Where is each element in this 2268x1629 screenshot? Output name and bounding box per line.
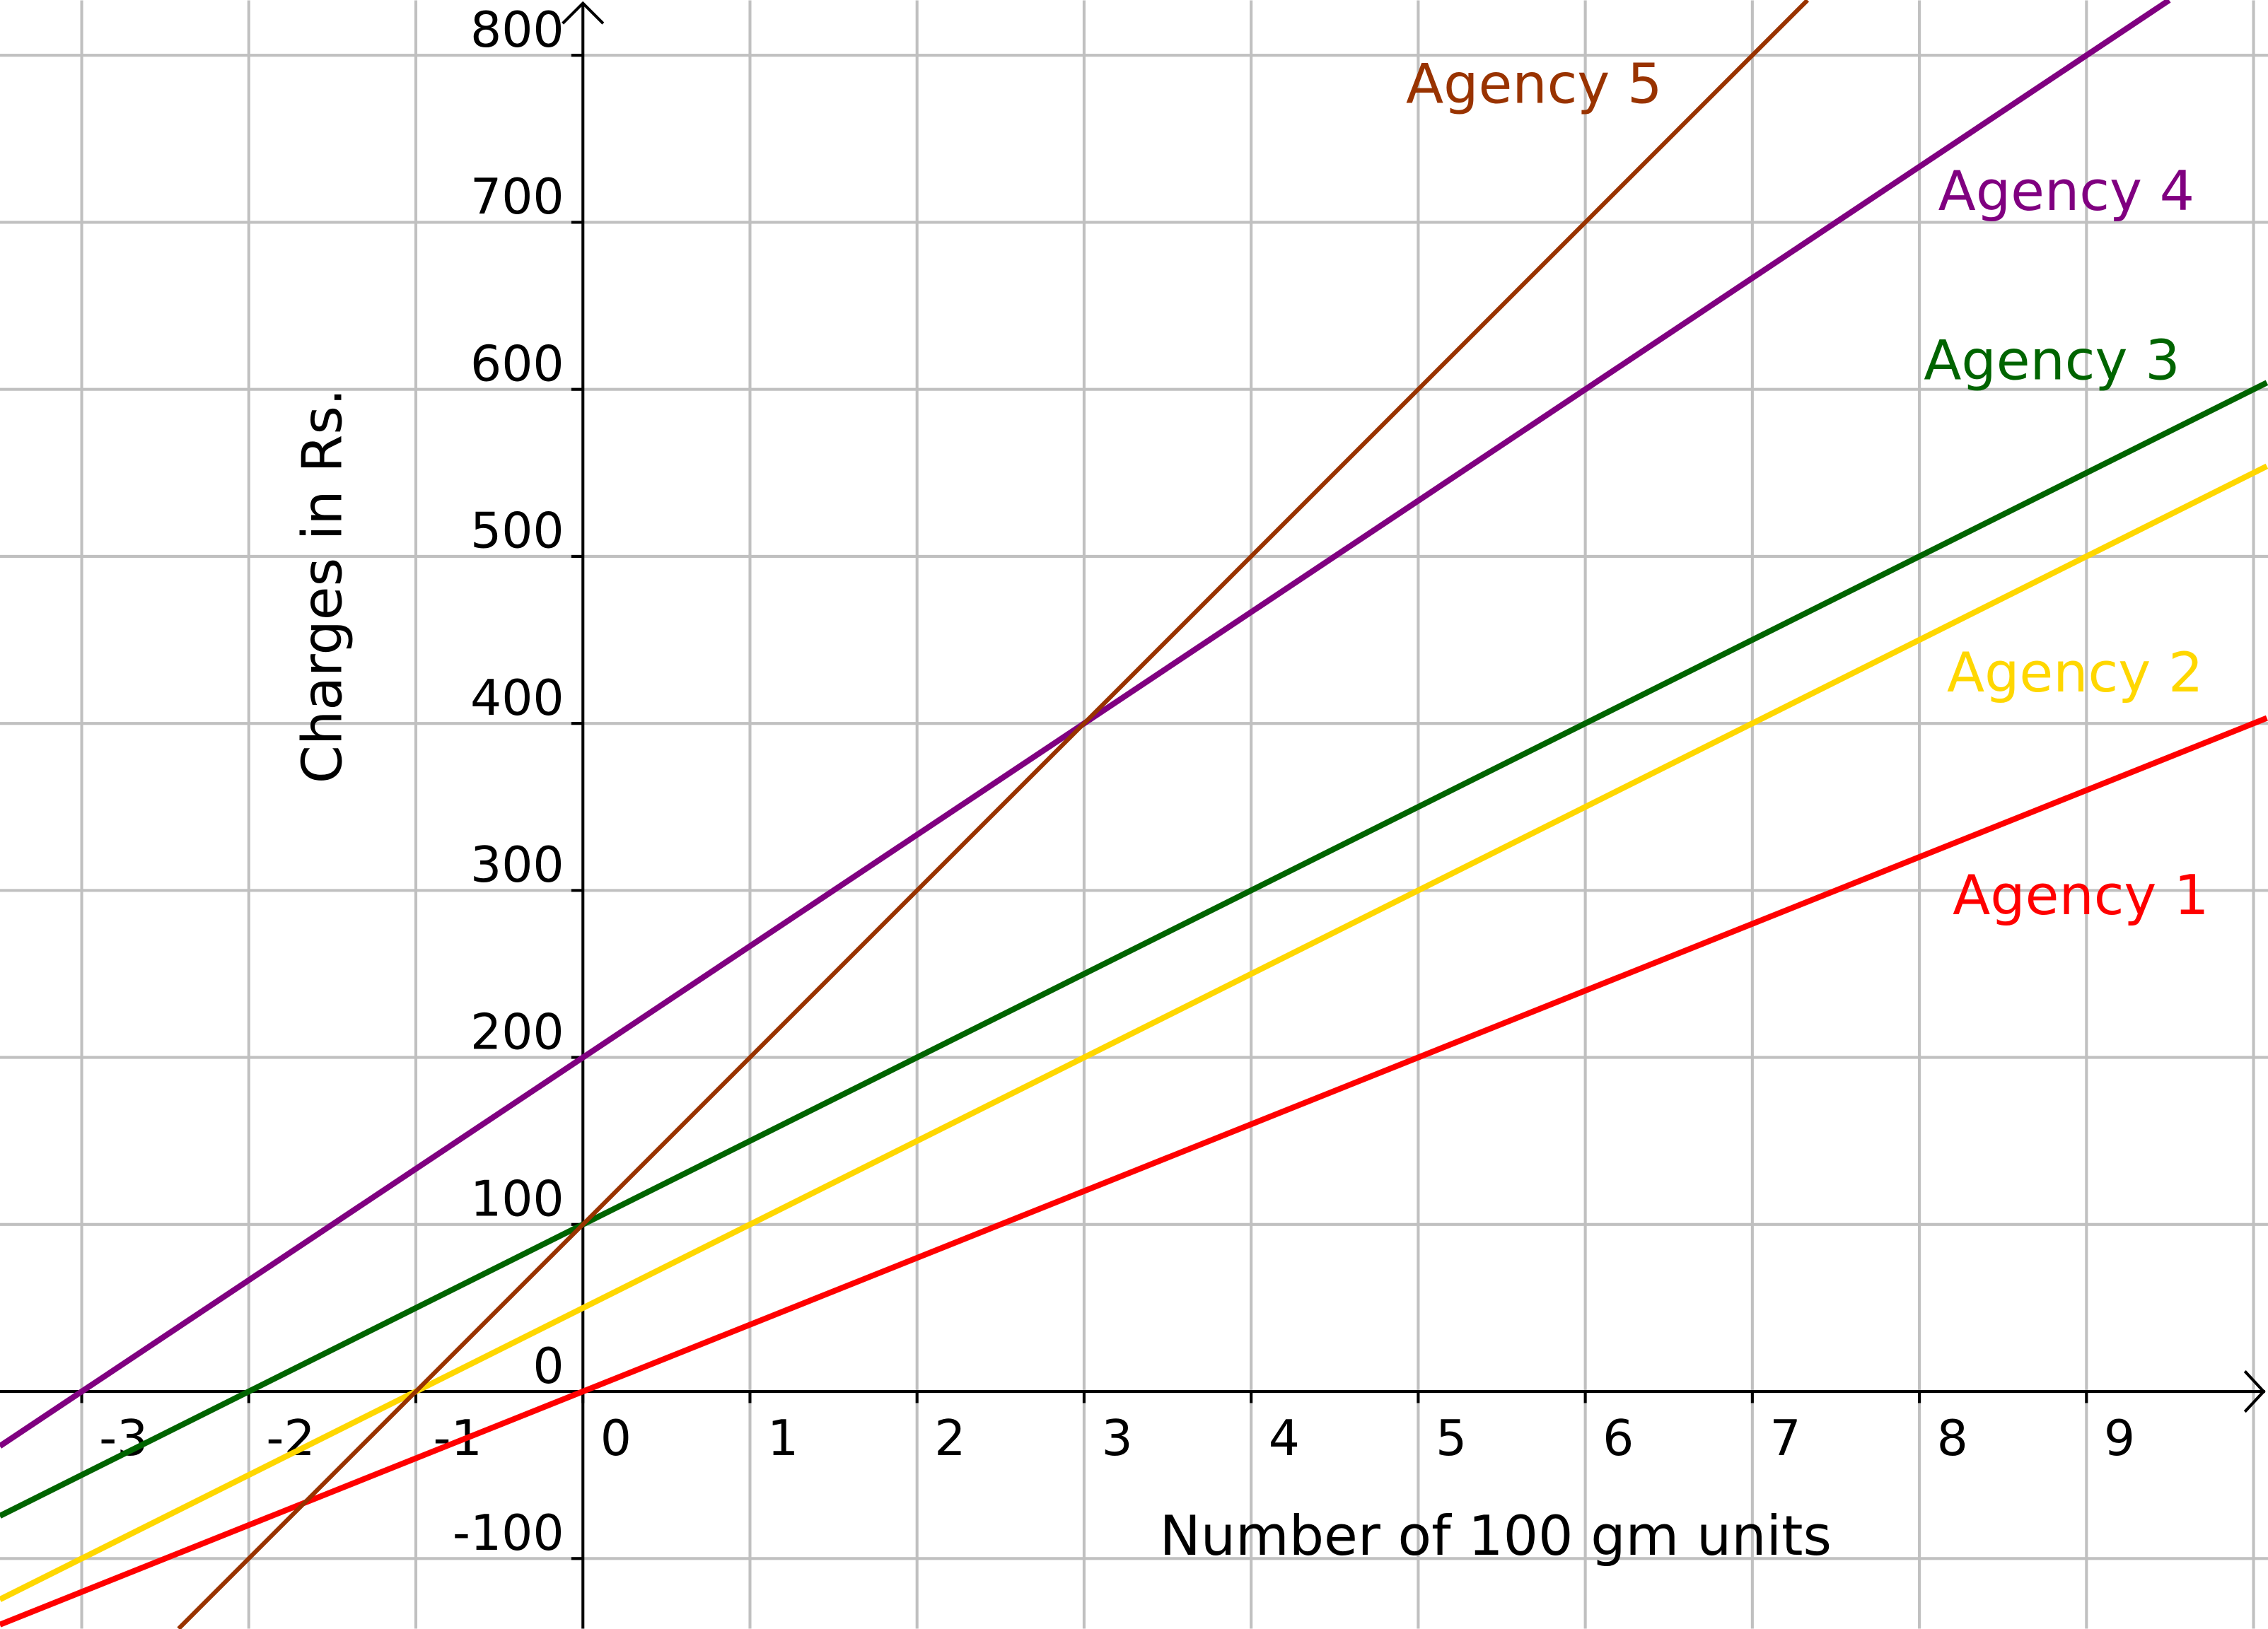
x-tick-label: 1 xyxy=(767,1410,798,1467)
series-label-agency-4: Agency 4 xyxy=(1938,160,2194,223)
y-tick-label: 800 xyxy=(470,1,564,59)
series-line-agency-1 xyxy=(0,715,2268,1628)
y-tick-label: 200 xyxy=(470,1003,564,1061)
y-tick-label: 600 xyxy=(470,335,564,392)
series-label-agency-1: Agency 1 xyxy=(1953,864,2209,928)
y-tick-label: 400 xyxy=(470,670,564,727)
x-tick-label: 7 xyxy=(1769,1410,1801,1467)
x-axis-title: Number of 100 gm units xyxy=(1160,1505,1832,1568)
series-line-agency-5 xyxy=(177,0,1809,1629)
tick-labels: -3-2-10123456789-10001002003004005006007… xyxy=(99,1,2135,1562)
series-label-agency-5: Agency 5 xyxy=(1406,53,1662,117)
x-tick-label: 5 xyxy=(1436,1410,1467,1467)
x-tick-label: 2 xyxy=(934,1410,965,1467)
y-tick-label: 300 xyxy=(470,836,564,894)
x-tick-label: 6 xyxy=(1603,1410,1634,1467)
y-tick-label: -100 xyxy=(453,1505,564,1562)
y-tick-label: 700 xyxy=(470,168,564,226)
y-axis-title: Charges in Rs. xyxy=(291,388,355,783)
series-label-agency-2: Agency 2 xyxy=(1947,641,2203,705)
x-tick-label: -2 xyxy=(266,1410,315,1467)
y-tick-label: 0 xyxy=(533,1338,564,1395)
x-tick-label: 4 xyxy=(1269,1410,1300,1467)
series-line-agency-2 xyxy=(0,463,2268,1602)
x-tick-label: 8 xyxy=(1937,1410,1968,1467)
x-axis-arrow-icon xyxy=(2243,1370,2266,1413)
y-tick-label: 100 xyxy=(470,1171,564,1228)
y-axis-arrow-icon xyxy=(562,1,605,25)
series-label-agency-3: Agency 3 xyxy=(1924,329,2180,392)
x-tick-label: 0 xyxy=(600,1410,632,1467)
y-tick-label: 500 xyxy=(470,503,564,560)
x-tick-label: -3 xyxy=(99,1410,148,1467)
x-tick-label: 9 xyxy=(2104,1410,2135,1467)
series-labels: Agency 1 Agency 2 Agency 3 Agency 4 Agency 5 xyxy=(1406,53,2209,928)
x-tick-label: 3 xyxy=(1101,1410,1132,1467)
series-line-agency-3 xyxy=(0,380,2268,1519)
